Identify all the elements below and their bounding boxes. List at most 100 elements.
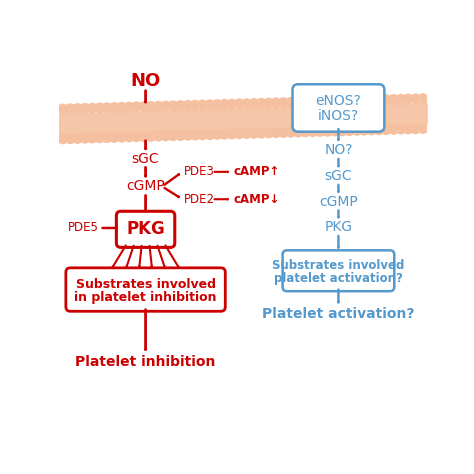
Text: sGC: sGC: [325, 169, 352, 183]
Circle shape: [315, 127, 325, 136]
Circle shape: [205, 100, 215, 109]
Circle shape: [359, 126, 369, 135]
Circle shape: [382, 125, 391, 134]
Circle shape: [65, 134, 75, 144]
Circle shape: [58, 104, 68, 114]
Circle shape: [242, 129, 251, 138]
Circle shape: [102, 133, 112, 142]
Text: Platelet inhibition: Platelet inhibition: [75, 355, 216, 369]
Text: platelet activation?: platelet activation?: [274, 272, 403, 285]
Circle shape: [109, 133, 119, 142]
Circle shape: [132, 132, 141, 142]
Text: PKG: PKG: [126, 220, 165, 238]
Circle shape: [264, 128, 273, 138]
Circle shape: [117, 132, 127, 142]
Circle shape: [293, 98, 303, 107]
Text: PDE3: PDE3: [184, 165, 215, 178]
Circle shape: [403, 94, 413, 104]
Circle shape: [271, 98, 281, 108]
Circle shape: [345, 126, 354, 136]
Circle shape: [249, 128, 259, 138]
Circle shape: [88, 133, 97, 143]
Circle shape: [227, 129, 237, 139]
Circle shape: [176, 131, 185, 140]
Circle shape: [220, 129, 229, 139]
Circle shape: [146, 102, 156, 111]
Text: sGC: sGC: [132, 152, 159, 166]
Circle shape: [301, 97, 310, 107]
Text: Substrates involved: Substrates involved: [272, 259, 405, 272]
Circle shape: [308, 97, 318, 107]
Text: cAMP↓: cAMP↓: [234, 193, 280, 206]
Circle shape: [117, 102, 127, 112]
Circle shape: [235, 99, 244, 109]
FancyBboxPatch shape: [292, 84, 384, 132]
Circle shape: [102, 103, 112, 112]
Circle shape: [176, 101, 185, 110]
Circle shape: [367, 125, 376, 135]
Circle shape: [73, 104, 82, 113]
Circle shape: [235, 129, 244, 138]
Circle shape: [256, 99, 266, 108]
Circle shape: [403, 124, 413, 134]
Circle shape: [183, 130, 192, 140]
Circle shape: [161, 131, 171, 141]
Circle shape: [279, 128, 288, 137]
Circle shape: [80, 104, 90, 113]
Circle shape: [352, 96, 362, 105]
Circle shape: [374, 125, 383, 135]
Circle shape: [95, 103, 104, 113]
Circle shape: [139, 132, 148, 141]
Circle shape: [227, 100, 237, 109]
Text: PKG: PKG: [324, 220, 353, 234]
Text: in platelet inhibition: in platelet inhibition: [74, 292, 217, 304]
Text: NO?: NO?: [324, 143, 353, 157]
Circle shape: [73, 134, 82, 143]
Circle shape: [286, 98, 295, 107]
Circle shape: [301, 127, 310, 137]
Circle shape: [271, 128, 281, 137]
Circle shape: [286, 128, 295, 137]
Text: iNOS?: iNOS?: [318, 109, 359, 123]
Circle shape: [191, 100, 200, 110]
Text: PDE2: PDE2: [184, 193, 215, 206]
Circle shape: [183, 100, 192, 110]
Circle shape: [330, 126, 339, 136]
Circle shape: [58, 134, 68, 144]
Circle shape: [132, 102, 141, 111]
Circle shape: [109, 103, 119, 112]
Circle shape: [249, 99, 259, 108]
Circle shape: [389, 125, 398, 134]
Circle shape: [279, 98, 288, 107]
Circle shape: [367, 95, 376, 105]
Circle shape: [411, 124, 420, 134]
Text: eNOS?: eNOS?: [316, 94, 361, 109]
Circle shape: [374, 95, 383, 105]
Circle shape: [220, 100, 229, 109]
Circle shape: [139, 102, 148, 111]
Circle shape: [198, 100, 207, 109]
Circle shape: [212, 130, 222, 139]
Text: cGMP: cGMP: [319, 195, 358, 209]
Circle shape: [212, 100, 222, 109]
Circle shape: [337, 96, 347, 106]
Circle shape: [191, 130, 200, 140]
Circle shape: [154, 101, 163, 111]
Text: Substrates involved: Substrates involved: [75, 278, 216, 291]
Circle shape: [168, 101, 178, 110]
Circle shape: [389, 95, 398, 104]
FancyBboxPatch shape: [283, 250, 394, 291]
Circle shape: [323, 127, 332, 136]
Circle shape: [352, 126, 362, 135]
FancyBboxPatch shape: [66, 268, 225, 311]
Circle shape: [411, 94, 420, 103]
Text: cAMP↑: cAMP↑: [234, 165, 280, 178]
Circle shape: [124, 102, 134, 112]
Circle shape: [418, 124, 428, 133]
Circle shape: [65, 104, 75, 113]
Circle shape: [293, 128, 303, 137]
Circle shape: [205, 130, 215, 139]
Circle shape: [345, 96, 354, 105]
Circle shape: [315, 97, 325, 106]
Text: Platelet activation?: Platelet activation?: [262, 307, 415, 321]
